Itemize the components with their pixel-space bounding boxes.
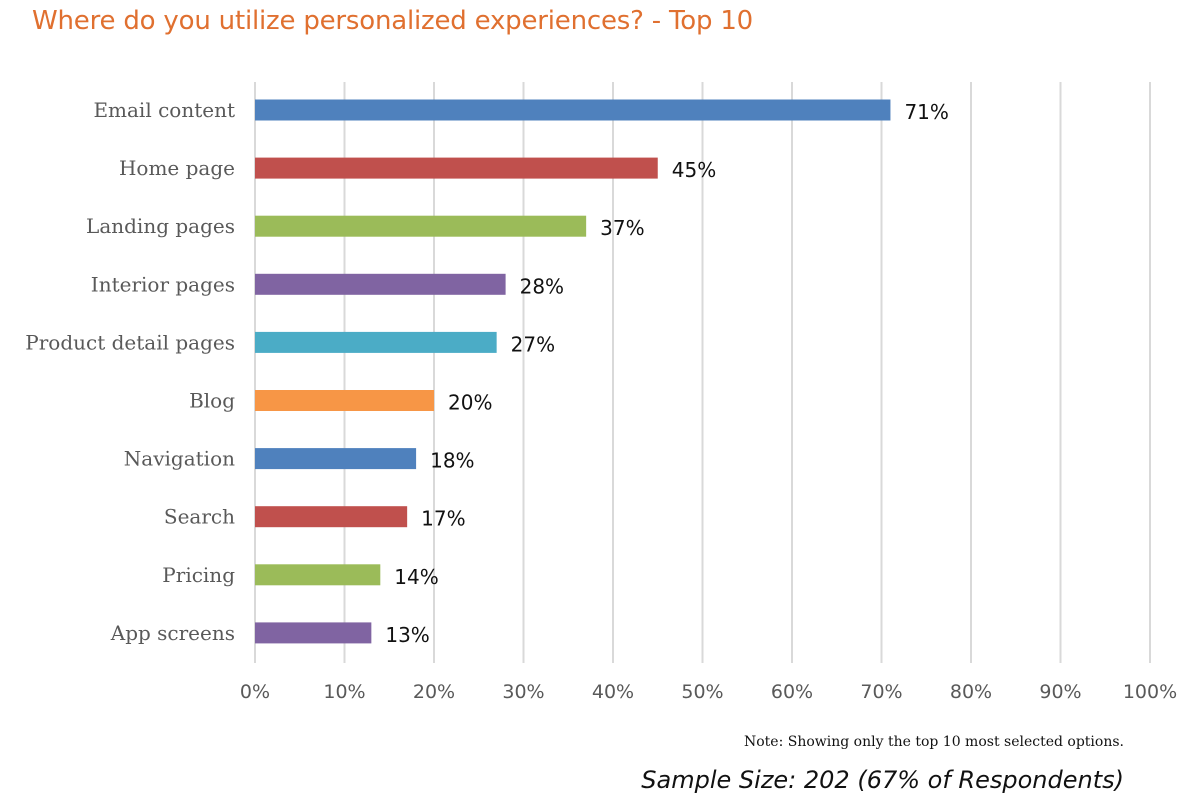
chart-title: Where do you utilize personalized experi…	[32, 6, 754, 36]
x-axis-ticks: 0% 10% 20% 30% 40% 50% 60% 70% 80% 90% 100%	[240, 681, 1177, 703]
category-label: Pricing	[162, 563, 235, 587]
category-labels: Email content Home page Landing pages Inter…	[25, 98, 235, 645]
category-label: Home page	[119, 156, 235, 180]
x-tick-label: 40%	[592, 681, 634, 703]
data-label: 13%	[385, 623, 429, 647]
bar	[255, 506, 408, 528]
bar	[255, 448, 417, 470]
data-label: 18%	[430, 449, 474, 473]
bar	[255, 331, 497, 353]
x-tick-label: 90%	[1039, 681, 1081, 703]
category-label: Interior pages	[91, 272, 235, 296]
data-label: 27%	[511, 332, 555, 356]
bar	[255, 99, 891, 121]
data-label: 20%	[448, 391, 492, 415]
x-tick-label: 0%	[240, 681, 270, 703]
category-label: Landing pages	[86, 214, 235, 238]
data-labels: 71% 45% 37% 28% 27% 20% 18% 17% 14% 13%	[385, 100, 949, 647]
category-label: Blog	[189, 389, 235, 413]
data-label: 71%	[904, 100, 948, 124]
bar	[255, 157, 658, 179]
category-label: Search	[164, 505, 235, 529]
bar	[255, 273, 506, 295]
x-tick-label: 20%	[413, 681, 455, 703]
x-tick-label: 60%	[771, 681, 813, 703]
category-label: Navigation	[124, 447, 235, 471]
bar	[255, 622, 372, 644]
bar	[255, 215, 587, 237]
x-tick-label: 10%	[323, 681, 365, 703]
data-label: 14%	[394, 565, 438, 589]
x-tick-label: 50%	[681, 681, 723, 703]
x-tick-label: 80%	[950, 681, 992, 703]
sample-size: Sample Size: 202 (67% of Respondents)	[641, 766, 1124, 794]
x-tick-label: 100%	[1123, 681, 1177, 703]
category-label: Product detail pages	[25, 330, 235, 354]
bar	[255, 390, 434, 411]
x-tick-label: 30%	[502, 681, 544, 703]
data-label: 28%	[520, 274, 564, 298]
bar	[255, 564, 381, 586]
data-label: 45%	[672, 158, 716, 182]
gridlines	[254, 82, 1151, 663]
bars	[255, 99, 891, 644]
chart-note: Note: Showing only the top 10 most selec…	[743, 734, 1124, 750]
data-label: 17%	[421, 507, 465, 531]
category-label: App screens	[110, 621, 235, 645]
x-tick-label: 70%	[860, 681, 902, 703]
data-label: 37%	[600, 216, 644, 240]
category-label: Email content	[93, 98, 235, 122]
